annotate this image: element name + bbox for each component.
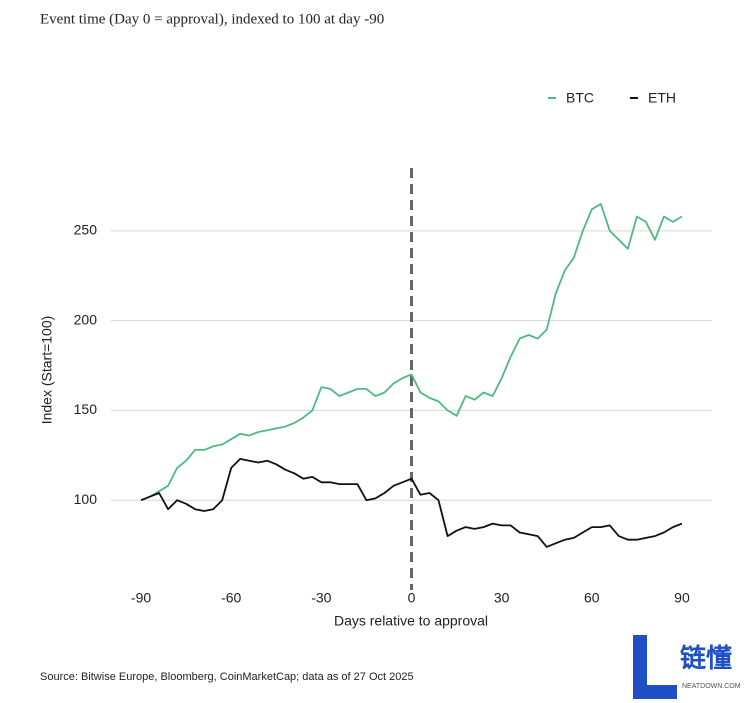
y-axis-label: Index (Start=100) <box>39 316 55 425</box>
x-axis-label: Days relative to approval <box>334 613 488 629</box>
x-tick-label: 90 <box>674 590 690 606</box>
x-tick-label: 60 <box>584 590 600 606</box>
watermark-site: NEATDOWN.COM <box>682 683 741 690</box>
legend-label: ETH <box>648 90 676 106</box>
x-tick-label: -60 <box>221 590 241 606</box>
x-tick-label: -30 <box>311 590 331 606</box>
y-tick-label: 250 <box>74 222 98 238</box>
source-note: Source: Bitwise Europe, Bloomberg, CoinM… <box>40 671 414 683</box>
y-tick-label: 150 <box>74 401 98 417</box>
watermark-name: 链懂 <box>680 643 732 673</box>
y-tick-label: 100 <box>74 491 98 507</box>
watermark: 链懂 NEATDOWN.COM <box>633 635 741 699</box>
y-tick-label: 200 <box>74 311 98 327</box>
x-tick-label: -90 <box>131 590 151 606</box>
series-line <box>140 203 683 502</box>
x-tick-label: 0 <box>408 590 416 606</box>
chart-title: Event time (Day 0 = approval), indexed t… <box>40 11 384 27</box>
legend-label: BTC <box>566 90 594 106</box>
watermark-logo <box>633 635 677 699</box>
x-tick-label: 30 <box>494 590 510 606</box>
series-line <box>140 458 683 548</box>
